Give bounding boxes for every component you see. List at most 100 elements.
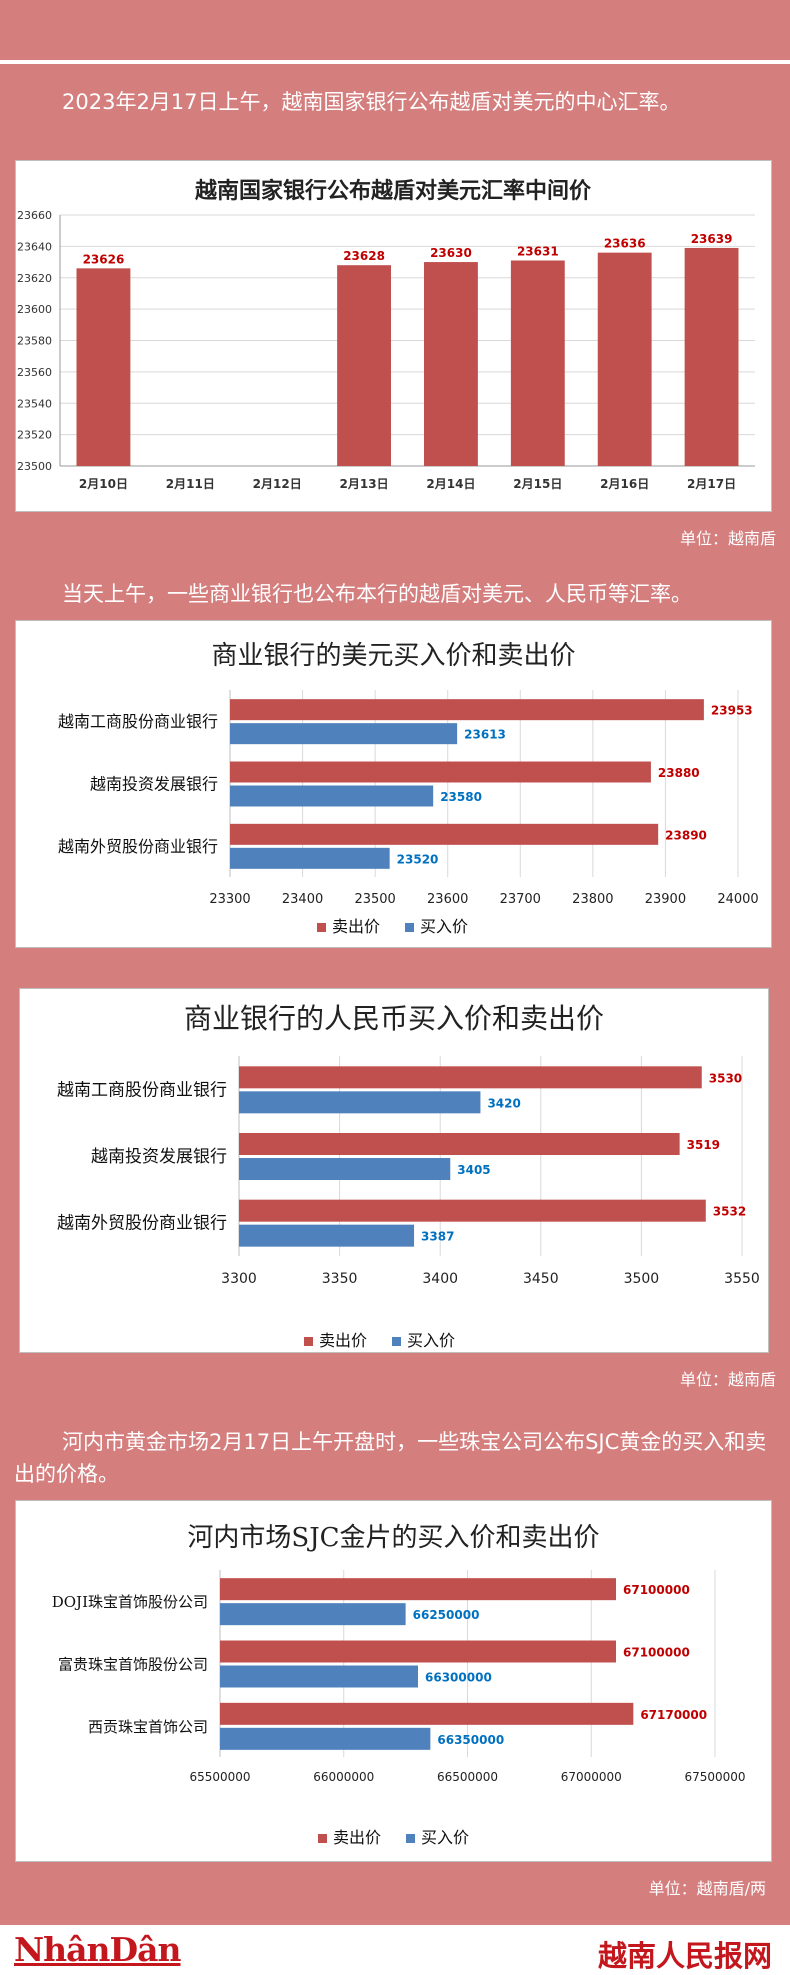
buy-data-label: 3420 — [487, 1096, 520, 1110]
legend-swatch-buy — [405, 923, 414, 932]
sell-bar — [220, 1702, 634, 1725]
x-tick-label: 3450 — [523, 1271, 559, 1287]
sell-data-label: 23890 — [665, 828, 707, 842]
chart-border — [15, 620, 772, 948]
y-tick-label: 23600 — [17, 303, 52, 316]
y-tick-label: 23640 — [17, 240, 52, 253]
buy-data-label: 23613 — [464, 728, 506, 742]
category-label: DOJI珠宝首饰股份公司 — [52, 1593, 208, 1611]
data-label: 23630 — [430, 246, 472, 260]
bar — [76, 268, 131, 466]
x-tick-label: 2月16日 — [600, 477, 649, 491]
buy-bar — [230, 847, 390, 869]
paragraph-3: 河内市黄金市场2月17日上午开盘时，一些珠宝公司公布SJC黄金的买入和卖出的价格… — [14, 1430, 767, 1486]
legend-label-sell: 卖出价 — [319, 1331, 367, 1350]
category-label: 越南外贸股份商业银行 — [57, 1214, 227, 1234]
intro-text: 2023年2月17日上午，越南国家银行公布越盾对美元的中心汇率。 — [62, 90, 681, 114]
sell-bar — [220, 1640, 616, 1663]
chart-title: 越南国家银行公布越盾对美元汇率中间价 — [194, 178, 592, 204]
cny-rate-chart: 商业银行的人民币买入价和卖出价 3300 3350 3400 3450 3500 3550 越… — [19, 988, 769, 1353]
x-tick-label: 66000000 — [313, 1770, 374, 1784]
x-tick-label: 23700 — [500, 892, 541, 907]
chart-title: 商业银行的美元买入价和卖出价 — [211, 641, 575, 671]
legend-swatch-buy — [392, 1337, 401, 1346]
x-tick-label: 66500000 — [437, 1770, 498, 1784]
x-tick-label: 3550 — [724, 1271, 760, 1287]
buy-bar — [220, 1603, 406, 1626]
category-label: 越南投资发展银行 — [91, 1147, 227, 1167]
buy-bar — [239, 1224, 415, 1247]
x-tick-label: 23600 — [427, 892, 468, 907]
bar — [510, 260, 565, 466]
y-tick-label: 23540 — [17, 397, 52, 410]
sell-bar — [239, 1199, 706, 1222]
sell-data-label: 67170000 — [640, 1708, 707, 1722]
y-tick-label: 23500 — [17, 460, 52, 473]
central-rate-chart: 越南国家银行公布越盾对美元汇率中间价 23500 23520 23540 23560 23… — [15, 160, 772, 512]
y-tick-label: 23520 — [17, 429, 52, 442]
x-tick-label: 2月10日 — [79, 477, 128, 491]
sell-data-label: 23953 — [711, 704, 753, 718]
chart-border — [19, 988, 769, 1353]
category-label: 西贡珠宝首饰公司 — [88, 1718, 208, 1736]
sell-data-label: 3519 — [687, 1138, 720, 1152]
legend-label-sell: 卖出价 — [333, 1828, 381, 1847]
sell-data-label: 3532 — [713, 1205, 746, 1219]
y-tick-label: 23620 — [17, 272, 52, 285]
x-tick-label: 2月13日 — [340, 477, 389, 491]
buy-bar — [220, 1665, 418, 1688]
data-label: 23631 — [517, 244, 559, 258]
sell-data-label: 67100000 — [623, 1583, 690, 1597]
y-tick-label: 23560 — [17, 366, 52, 379]
buy-data-label: 3405 — [457, 1163, 490, 1177]
x-tick-label: 2月17日 — [687, 477, 736, 491]
y-tick-label: 23580 — [17, 335, 52, 348]
nhandan-logo[interactable]: NhânDân — [14, 1930, 182, 1969]
x-tick-label: 2月15日 — [513, 477, 562, 491]
chart-border — [15, 1500, 772, 1862]
buy-bar — [239, 1158, 451, 1180]
data-label: 23626 — [83, 252, 125, 266]
top-divider — [0, 60, 790, 64]
data-label: 23639 — [691, 232, 733, 246]
y-tick-label: 23660 — [17, 209, 52, 222]
site-name-logo[interactable]: 越南人民报网 — [597, 1939, 772, 1973]
x-tick-label: 23400 — [282, 892, 323, 907]
buy-data-label: 66300000 — [425, 1671, 492, 1685]
bar — [337, 265, 391, 466]
buy-data-label: 23580 — [440, 790, 482, 804]
chart-panel-gold: 河内市场SJC金片的买入价和卖出价 65500000 66000000 6650000… — [15, 1500, 772, 1862]
sell-bar — [230, 823, 659, 845]
sell-data-label: 3530 — [709, 1071, 742, 1085]
paragraph-2: 当天上午，一些商业银行也公布本行的越盾对美元、人民币等汇率。 — [62, 582, 692, 606]
buy-bar — [230, 723, 458, 745]
x-tick-label: 3300 — [221, 1271, 257, 1287]
category-label: 越南工商股份商业银行 — [57, 1080, 227, 1100]
sell-bar — [230, 761, 651, 783]
footer: NhânDân 越南人民报网 — [0, 1925, 790, 1975]
legend-label-buy: 买入价 — [421, 1828, 469, 1847]
category-label: 越南外贸股份商业银行 — [58, 837, 218, 856]
x-tick-label: 23900 — [645, 892, 686, 907]
legend-label-sell: 卖出价 — [332, 917, 380, 936]
chart-panel-central-rate: 越南国家银行公布越盾对美元汇率中间价 23500 23520 23540 23560 23… — [15, 160, 772, 512]
x-tick-label: 2月12日 — [253, 477, 302, 491]
buy-data-label: 3387 — [421, 1230, 454, 1244]
x-tick-label: 67500000 — [684, 1770, 745, 1784]
category-label: 越南工商股份商业银行 — [58, 712, 218, 731]
buy-data-label: 23520 — [397, 852, 439, 866]
legend-swatch-sell — [304, 1337, 313, 1346]
sell-bar — [239, 1133, 680, 1155]
buy-bar — [239, 1091, 481, 1114]
x-tick-label: 23300 — [209, 892, 250, 907]
buy-data-label: 66250000 — [413, 1608, 480, 1622]
category-label: 越南投资发展银行 — [90, 775, 218, 794]
unit-label-2: 单位：越南盾 — [679, 1370, 776, 1389]
data-label: 23636 — [604, 237, 646, 251]
sell-bar — [239, 1066, 702, 1089]
buy-data-label: 66350000 — [437, 1733, 504, 1747]
data-label: 23628 — [343, 249, 385, 263]
bar — [424, 262, 478, 466]
unit-label-1: 单位：越南盾 — [679, 529, 776, 548]
chart-title: 河内市场SJC金片的买入价和卖出价 — [187, 1523, 599, 1553]
